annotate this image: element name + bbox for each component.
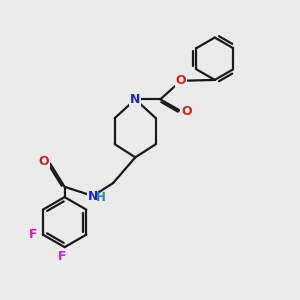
Text: F: F <box>29 228 38 241</box>
Text: F: F <box>58 250 67 262</box>
Text: N: N <box>130 93 140 106</box>
Text: O: O <box>181 105 191 118</box>
Text: O: O <box>176 74 186 87</box>
Text: N: N <box>87 190 98 203</box>
Text: H: H <box>96 191 106 204</box>
Text: O: O <box>39 155 49 168</box>
